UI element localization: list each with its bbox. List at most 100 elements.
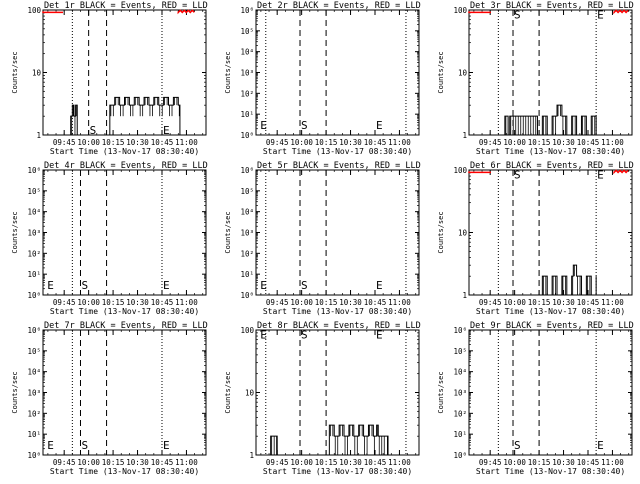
x-tick-label: 10:30 bbox=[552, 298, 575, 307]
marker-e: E bbox=[260, 119, 267, 132]
x-tick-label: 10:00 bbox=[290, 458, 313, 467]
x-tick-label: 10:45 bbox=[151, 298, 174, 307]
y-tick-label: 10⁶ bbox=[27, 326, 41, 335]
y-tick-label: 10 bbox=[458, 69, 468, 78]
y-tick-label: 10² bbox=[240, 249, 254, 258]
x-tick-label: 11:00 bbox=[175, 458, 198, 467]
x-tick-label: 09:45 bbox=[479, 298, 502, 307]
x-tick-label: 10:00 bbox=[503, 138, 526, 147]
y-tick-label: 10¹ bbox=[27, 270, 41, 279]
x-tick-label: 10:15 bbox=[315, 458, 338, 467]
lld-series bbox=[177, 9, 195, 15]
y-tick-label: 10⁵ bbox=[240, 27, 254, 36]
y-tick-label: 100 bbox=[240, 326, 254, 335]
x-tick-label: 10:45 bbox=[577, 298, 600, 307]
x-tick-label: 10:15 bbox=[315, 298, 338, 307]
x-axis-label: Start Time (13-Nov-17 08:30:40) bbox=[476, 147, 625, 156]
y-axis-label: Counts/sec bbox=[437, 51, 445, 93]
marker-e: E bbox=[376, 279, 383, 292]
y-tick-label: 1 bbox=[462, 291, 467, 300]
plot-frame bbox=[42, 9, 207, 136]
y-tick-label: 10⁰ bbox=[453, 451, 467, 460]
y-axis-label: Counts/sec bbox=[11, 371, 19, 413]
y-tick-label: 10⁴ bbox=[240, 48, 254, 57]
y-tick-label: 10¹ bbox=[240, 270, 254, 279]
y-tick-label: 1 bbox=[36, 131, 41, 140]
x-tick-label: 10:15 bbox=[528, 458, 551, 467]
x-tick-label: 10:30 bbox=[126, 298, 149, 307]
x-tick-label: 10:15 bbox=[102, 458, 125, 467]
x-tick-label: 10:15 bbox=[528, 298, 551, 307]
lld-series bbox=[468, 11, 491, 14]
x-tick-label: 10:45 bbox=[151, 138, 174, 147]
lld-series bbox=[468, 171, 491, 174]
y-tick-label: 10⁵ bbox=[240, 187, 254, 196]
marker-s: S bbox=[81, 439, 88, 452]
events-series bbox=[537, 264, 597, 296]
y-tick-label: 10³ bbox=[27, 389, 41, 398]
y-axis-label: Counts/sec bbox=[11, 51, 19, 93]
x-axis-label: Start Time (13-Nov-17 08:30:40) bbox=[50, 467, 199, 476]
x-tick-label: 10:30 bbox=[126, 138, 149, 147]
y-axis-label: Counts/sec bbox=[437, 371, 445, 413]
x-axis-label: Start Time (13-Nov-17 08:30:40) bbox=[476, 467, 625, 476]
panel-title: Det 8r BLACK = Events, RED = LLD bbox=[257, 321, 421, 331]
panel-title: Det 2r BLACK = Events, RED = LLD bbox=[257, 1, 421, 11]
panel-det-9: Det 9r BLACK = Events, RED = LLD 10⁰ 10¹ 10… bbox=[437, 321, 634, 476]
lld-series bbox=[613, 9, 629, 15]
y-tick-label: 10² bbox=[27, 249, 41, 258]
x-tick-label: 09:45 bbox=[266, 138, 289, 147]
y-axis-label: Counts/sec bbox=[224, 211, 232, 253]
x-tick-label: 10:45 bbox=[577, 138, 600, 147]
panel-title: Det 9r BLACK = Events, RED = LLD bbox=[470, 321, 634, 331]
lld-series bbox=[613, 169, 629, 175]
x-tick-label: 11:00 bbox=[601, 298, 624, 307]
panel-det-8: Det 8r BLACK = Events, RED = LLD 1 10 100 Co… bbox=[224, 321, 421, 476]
y-tick-label: 10 bbox=[458, 229, 468, 238]
y-axis-label: Counts/sec bbox=[437, 211, 445, 253]
y-tick-label: 10³ bbox=[240, 229, 254, 238]
y-tick-label: 10¹ bbox=[27, 430, 41, 439]
x-tick-label: 10:00 bbox=[290, 138, 313, 147]
events-series bbox=[69, 96, 181, 136]
x-axis-label: Start Time (13-Nov-17 08:30:40) bbox=[263, 147, 412, 156]
y-tick-label: 10 bbox=[32, 69, 42, 78]
y-tick-label: 10⁶ bbox=[453, 326, 467, 335]
x-tick-label: 10:30 bbox=[126, 458, 149, 467]
x-tick-label: 10:00 bbox=[290, 298, 313, 307]
x-tick-label: 10:00 bbox=[77, 138, 100, 147]
x-tick-label: 10:15 bbox=[102, 298, 125, 307]
y-tick-label: 10² bbox=[240, 89, 254, 98]
panel-title: Det 6r BLACK = Events, RED = LLD bbox=[470, 161, 634, 171]
marker-e: E bbox=[47, 279, 54, 292]
x-tick-label: 11:00 bbox=[388, 298, 411, 307]
marker-e: E bbox=[597, 439, 604, 452]
x-axis-label: Start Time (13-Nov-17 08:30:40) bbox=[476, 307, 625, 316]
x-tick-label: 10:00 bbox=[77, 298, 100, 307]
y-tick-label: 10⁴ bbox=[453, 368, 467, 377]
x-tick-label: 10:00 bbox=[503, 298, 526, 307]
marker-s: S bbox=[514, 439, 521, 452]
panel-title: Det 7r BLACK = Events, RED = LLD bbox=[44, 321, 208, 331]
marker-s: S bbox=[514, 168, 521, 181]
x-tick-label: 10:30 bbox=[552, 458, 575, 467]
plot-frame bbox=[468, 9, 633, 136]
marker-e: E bbox=[597, 168, 604, 181]
x-tick-label: 10:45 bbox=[364, 458, 387, 467]
y-tick-label: 100 bbox=[27, 6, 41, 15]
x-tick-label: 09:45 bbox=[53, 298, 76, 307]
y-tick-label: 10⁴ bbox=[240, 208, 254, 217]
y-axis-label: Counts/sec bbox=[224, 371, 232, 413]
marker-e: E bbox=[163, 279, 170, 292]
y-tick-label: 10⁰ bbox=[240, 131, 254, 140]
x-tick-label: 09:45 bbox=[266, 458, 289, 467]
y-tick-label: 1 bbox=[249, 451, 254, 460]
x-tick-label: 10:15 bbox=[102, 138, 125, 147]
panel-det-2: Det 2r BLACK = Events, RED = LLD 10⁰ 10¹ 10… bbox=[224, 1, 421, 156]
panel-det-1: Det 1r BLACK = Events, RED = LLD 1 10 100 Co… bbox=[11, 1, 208, 156]
y-tick-label: 10² bbox=[453, 409, 467, 418]
marker-s: S bbox=[301, 119, 308, 132]
x-tick-label: 10:15 bbox=[528, 138, 551, 147]
x-tick-label: 09:45 bbox=[266, 298, 289, 307]
